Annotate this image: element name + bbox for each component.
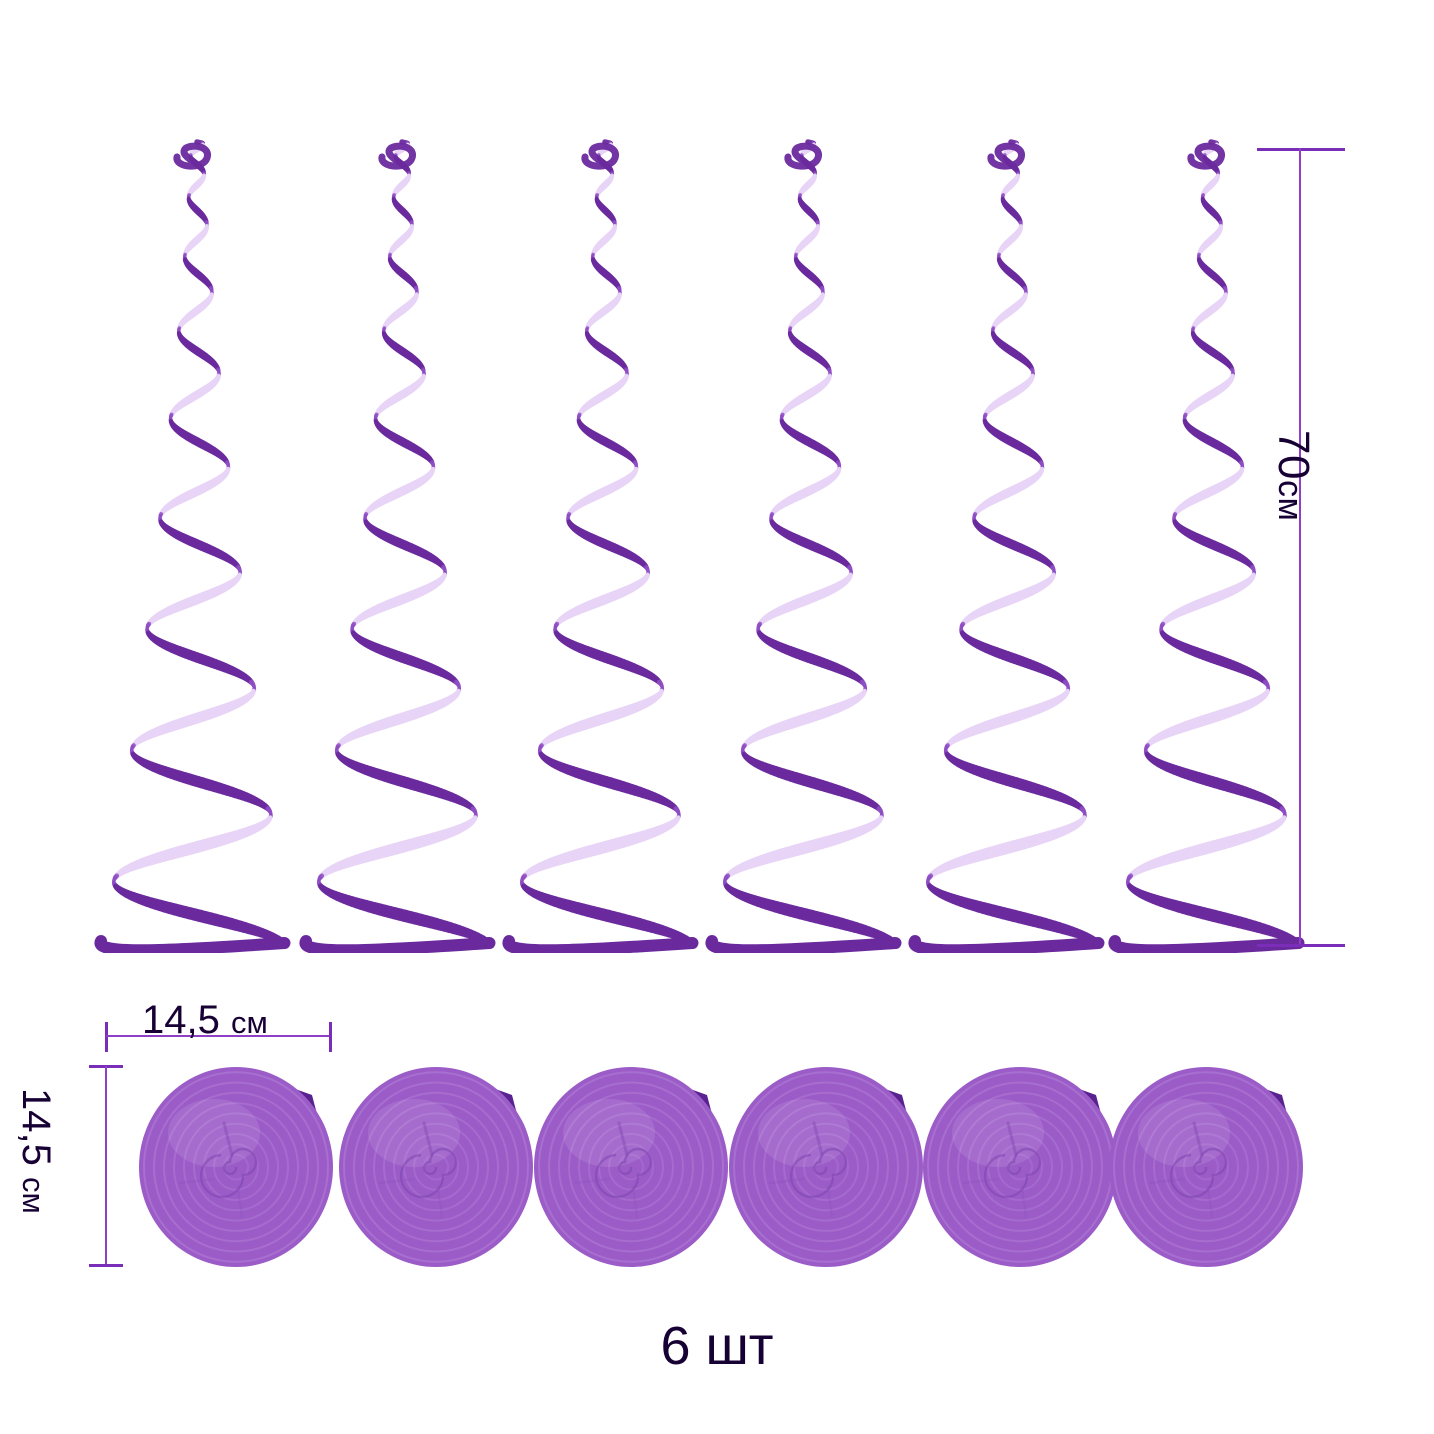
spiral-streamer-4 [703, 138, 913, 953]
coiled-spiral-disc-1 [128, 1055, 358, 1280]
spiral-streamer-1 [92, 138, 302, 953]
disc-height-dimension-line [105, 1066, 107, 1266]
disc-width-tick-left [105, 1022, 108, 1052]
disc-width-value: 14,5 [142, 998, 220, 1042]
length-unit: см [1271, 479, 1309, 522]
disc-height-tick-bottom [89, 1264, 123, 1267]
spiral-row [92, 138, 1316, 953]
coiled-spiral-disc-3 [523, 1055, 753, 1280]
coiled-spiral-disc-6 [1098, 1055, 1328, 1280]
item-count-caption: 6 шт [660, 1316, 774, 1376]
length-dimension-tick-bottom [1257, 944, 1345, 947]
coiled-spiral-disc-2 [328, 1055, 558, 1280]
coiled-spiral-disc-5 [912, 1055, 1142, 1280]
disc-height-unit: см [16, 1176, 51, 1214]
disc-width-dimension-label: 14,5 см [142, 998, 268, 1043]
spiral-streamer-5 [906, 138, 1116, 953]
disc-height-value: 14,5 [14, 1088, 58, 1166]
spiral-streamer-6 [1106, 138, 1316, 953]
coiled-spiral-disc-4 [718, 1055, 948, 1280]
length-value: 70 [1269, 430, 1318, 480]
disc-height-dimension-label: 14,5 см [13, 1088, 58, 1288]
spiral-streamer-2 [297, 138, 507, 953]
disc-row [0, 1055, 1434, 1285]
length-dimension-line [1299, 148, 1301, 946]
disc-width-dimension-line [106, 1035, 330, 1037]
length-dimension-tick-top [1257, 148, 1345, 151]
disc-width-tick-right [329, 1022, 332, 1052]
spiral-streamer-3 [500, 138, 710, 953]
disc-width-unit: см [230, 1005, 268, 1040]
length-dimension-label: 70см [1268, 430, 1318, 630]
